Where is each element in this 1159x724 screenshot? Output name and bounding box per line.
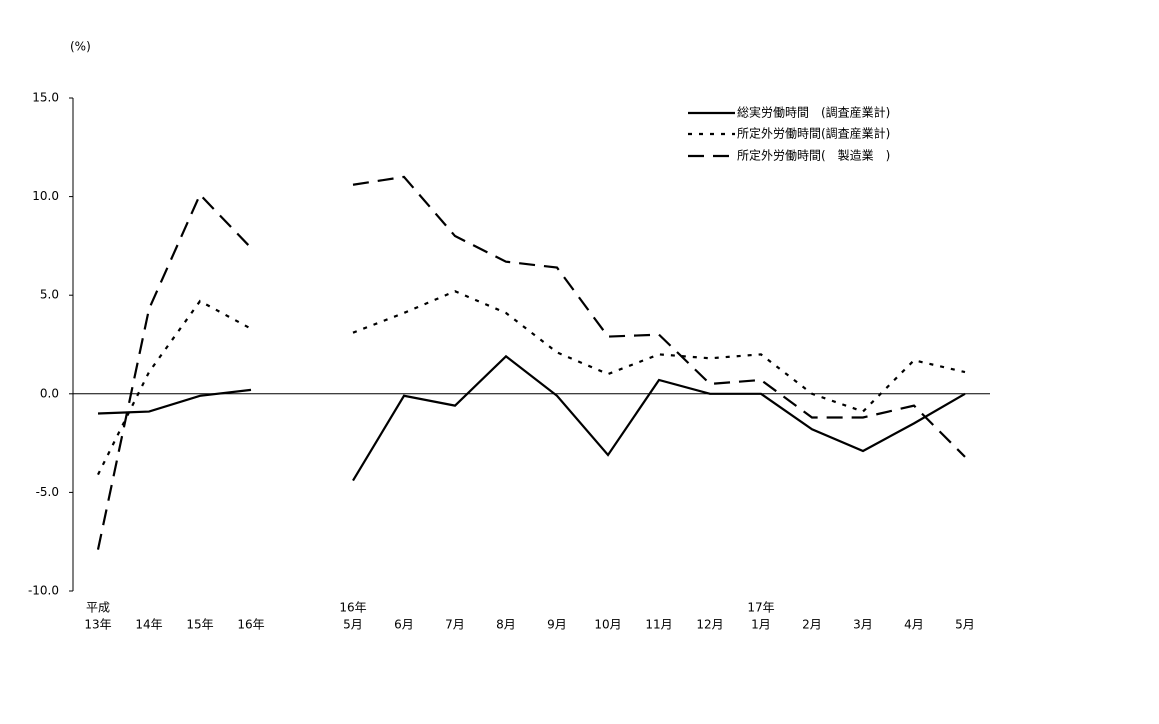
- legend-label: 所定外労働時間( 製造業 ): [737, 148, 890, 163]
- x-tick-label: 1月: [751, 618, 771, 632]
- x-tick-label: 10月: [594, 618, 621, 632]
- x-tick-label: 9月: [547, 618, 567, 632]
- x-tick-label: 17年: [747, 601, 774, 615]
- y-tick-label: 10.0: [32, 189, 59, 203]
- series-line: [97, 354, 966, 482]
- legend-label: 所定外労働時間(調査産業計): [737, 126, 890, 141]
- x-tick-label: 5月: [955, 618, 975, 632]
- y-tick-label: 0.0: [40, 386, 59, 400]
- x-tick-label: 13年: [84, 618, 111, 632]
- y-tick-label: 5.0: [40, 288, 59, 302]
- series-line: [97, 290, 966, 476]
- y-tick-label: -5.0: [36, 485, 59, 499]
- series-line: [96, 175, 966, 550]
- x-tick-label: 平成: [86, 601, 110, 615]
- x-tick-label: 8月: [496, 618, 516, 632]
- y-tick-label: -10.0: [28, 584, 59, 598]
- x-tick-label: 14年: [135, 618, 162, 632]
- x-tick-label: 5月: [343, 618, 363, 632]
- x-tick-label: 7月: [445, 618, 465, 632]
- x-tick-label: 12月: [696, 618, 723, 632]
- x-tick-label: 16年: [339, 601, 366, 615]
- y-tick-label: 15.0: [32, 91, 59, 105]
- legend-label: 総実労働時間 (調査産業計): [737, 105, 890, 120]
- y-unit: (%): [70, 40, 91, 54]
- x-tick-label: 6月: [394, 618, 414, 632]
- x-tick-label: 2月: [802, 618, 822, 632]
- x-tick-label: 16年: [237, 618, 264, 632]
- x-tick-label: 11月: [645, 618, 672, 632]
- x-tick-label: 15年: [186, 618, 213, 632]
- x-tick-label: 4月: [904, 618, 924, 632]
- x-tick-label: 3月: [853, 618, 873, 632]
